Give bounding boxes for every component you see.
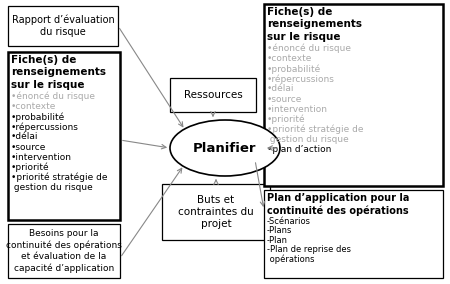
Text: -Plan: -Plan bbox=[267, 236, 288, 245]
Text: opérations: opérations bbox=[267, 254, 315, 264]
Bar bbox=[8, 6, 118, 46]
Text: Planifier: Planifier bbox=[193, 141, 257, 154]
Text: Fiche(s) de
renseignements
sur le risque: Fiche(s) de renseignements sur le risque bbox=[11, 55, 106, 90]
Text: Fiche(s) de
renseignements
sur le risque: Fiche(s) de renseignements sur le risque bbox=[267, 7, 362, 42]
Text: •contexte: •contexte bbox=[11, 102, 56, 111]
Text: gestion du risque: gestion du risque bbox=[11, 183, 93, 192]
Bar bbox=[264, 190, 443, 278]
Text: -Plan de reprise des: -Plan de reprise des bbox=[267, 245, 351, 254]
Text: -Scénarios: -Scénarios bbox=[267, 217, 311, 226]
Text: •délai: •délai bbox=[267, 84, 294, 93]
Text: •contexte: •contexte bbox=[267, 54, 312, 63]
Text: Rapport d’évaluation
du risque: Rapport d’évaluation du risque bbox=[12, 14, 114, 37]
Ellipse shape bbox=[170, 120, 280, 176]
Bar bbox=[170, 78, 256, 112]
Text: •priorité: •priorité bbox=[267, 115, 306, 124]
Text: Plan d’application pour la
continuité des opérations: Plan d’application pour la continuité de… bbox=[267, 193, 410, 216]
Text: •probabilité: •probabilité bbox=[267, 64, 321, 74]
Bar bbox=[162, 184, 270, 240]
Bar bbox=[8, 224, 120, 278]
Text: •répercussions: •répercussions bbox=[267, 74, 335, 84]
Bar bbox=[8, 52, 120, 220]
Text: •priorité: •priorité bbox=[11, 163, 50, 172]
Text: •plan d’action: •plan d’action bbox=[267, 145, 331, 154]
Text: Besoins pour la
continuité des opérations
et évaluation de la
capacité d’applica: Besoins pour la continuité des opération… bbox=[6, 229, 122, 273]
Text: -Plans: -Plans bbox=[267, 226, 292, 235]
Text: •intervention: •intervention bbox=[11, 153, 72, 162]
Text: •priorité stratégie de: •priorité stratégie de bbox=[11, 173, 108, 182]
Text: •délai: •délai bbox=[11, 132, 39, 141]
Text: Buts et
contraintes du
projet: Buts et contraintes du projet bbox=[178, 195, 254, 229]
Text: •intervention: •intervention bbox=[267, 105, 328, 114]
Bar bbox=[264, 4, 443, 186]
Text: •répercussions: •répercussions bbox=[11, 122, 79, 132]
Text: •probabilité: •probabilité bbox=[11, 112, 65, 122]
Text: gestion du risque: gestion du risque bbox=[267, 135, 349, 144]
Text: Ressources: Ressources bbox=[184, 90, 243, 100]
Text: •énoncé du risque: •énoncé du risque bbox=[267, 44, 351, 53]
Text: •source: •source bbox=[11, 143, 46, 151]
Text: •priorité stratégie de: •priorité stratégie de bbox=[267, 125, 364, 134]
Text: •énoncé du risque: •énoncé du risque bbox=[11, 92, 95, 101]
Text: •source: •source bbox=[267, 95, 302, 103]
